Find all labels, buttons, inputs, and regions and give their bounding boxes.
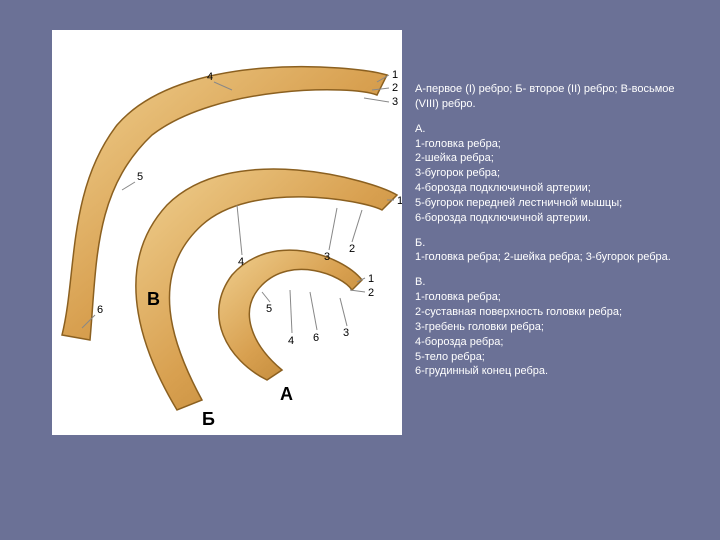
- section-v: В. 1-головка ребра; 2-суставная поверхно…: [415, 275, 700, 379]
- label-b: Б: [202, 409, 215, 429]
- num-a-2: 2: [368, 287, 374, 299]
- leader: [237, 205, 242, 255]
- num-b-3: 3: [324, 251, 330, 263]
- section-v-l3: 3-гребень головки ребра;: [415, 321, 544, 333]
- section-a-l2: 2-шейка ребра;: [415, 152, 494, 164]
- description-text: А-первое (I) ребро; Б- второе (II) ребро…: [415, 82, 700, 389]
- section-a-l3: 3-бугорок ребра;: [415, 167, 500, 179]
- leader: [350, 290, 365, 292]
- leader: [340, 298, 347, 326]
- leader: [310, 292, 317, 330]
- anatomy-illustration: А Б В 1 2 3 4 5 6 1 2 3 4: [52, 30, 402, 435]
- section-a-l6: 6-борозда подключичной артерии.: [415, 212, 591, 224]
- section-b: Б. 1-головка ребра; 2-шейка ребра; 3-буг…: [415, 236, 700, 266]
- num-v-3: 3: [392, 96, 398, 108]
- leader: [352, 210, 362, 242]
- num-v-4: 4: [207, 71, 213, 83]
- section-b-title: Б.: [415, 237, 425, 249]
- leader: [290, 290, 292, 333]
- leader: [329, 208, 337, 250]
- label-a: А: [280, 384, 293, 404]
- section-v-l6: 6-грудинный конец ребра.: [415, 365, 548, 377]
- num-v-5: 5: [137, 171, 143, 183]
- section-v-title: В.: [415, 276, 425, 288]
- leader: [364, 98, 389, 102]
- num-a-6: 6: [313, 332, 319, 344]
- num-v-2: 2: [392, 82, 398, 94]
- section-v-l1: 1-головка ребра;: [415, 291, 501, 303]
- section-a: А. 1-головка ребра; 2-шейка ребра; 3-буг…: [415, 122, 700, 226]
- num-v-1: 1: [392, 69, 398, 81]
- num-a-4: 4: [288, 335, 294, 347]
- section-a-l4: 4-борозда подключичной артерии;: [415, 182, 591, 194]
- num-a-5: 5: [266, 303, 272, 315]
- section-v-l4: 4-борозда ребра;: [415, 336, 503, 348]
- section-a-l5: 5-бугорок передней лестничной мышцы;: [415, 197, 622, 209]
- section-v-l2: 2-суставная поверхность головки ребра;: [415, 306, 622, 318]
- num-a-3: 3: [343, 327, 349, 339]
- leader: [262, 292, 270, 302]
- heading-line: А-первое (I) ребро; Б- второе (II) ребро…: [415, 82, 700, 112]
- label-v: В: [147, 289, 160, 309]
- section-a-title: А.: [415, 123, 425, 135]
- section-b-l1: 1-головка ребра; 2-шейка ребра; 3-бугоро…: [415, 251, 671, 263]
- rib-diagram-svg: А Б В 1 2 3 4 5 6 1 2 3 4: [52, 30, 402, 435]
- leader: [122, 182, 135, 190]
- slide: А Б В 1 2 3 4 5 6 1 2 3 4: [0, 0, 720, 540]
- rib-a-shape: [219, 250, 362, 380]
- section-a-l1: 1-головка ребра;: [415, 138, 501, 150]
- num-a-1: 1: [368, 273, 374, 285]
- num-b-2: 2: [349, 243, 355, 255]
- num-v-6: 6: [97, 304, 103, 316]
- num-b-1: 1: [397, 195, 402, 207]
- section-v-l5: 5-тело ребра;: [415, 351, 485, 363]
- num-b-4: 4: [238, 256, 244, 268]
